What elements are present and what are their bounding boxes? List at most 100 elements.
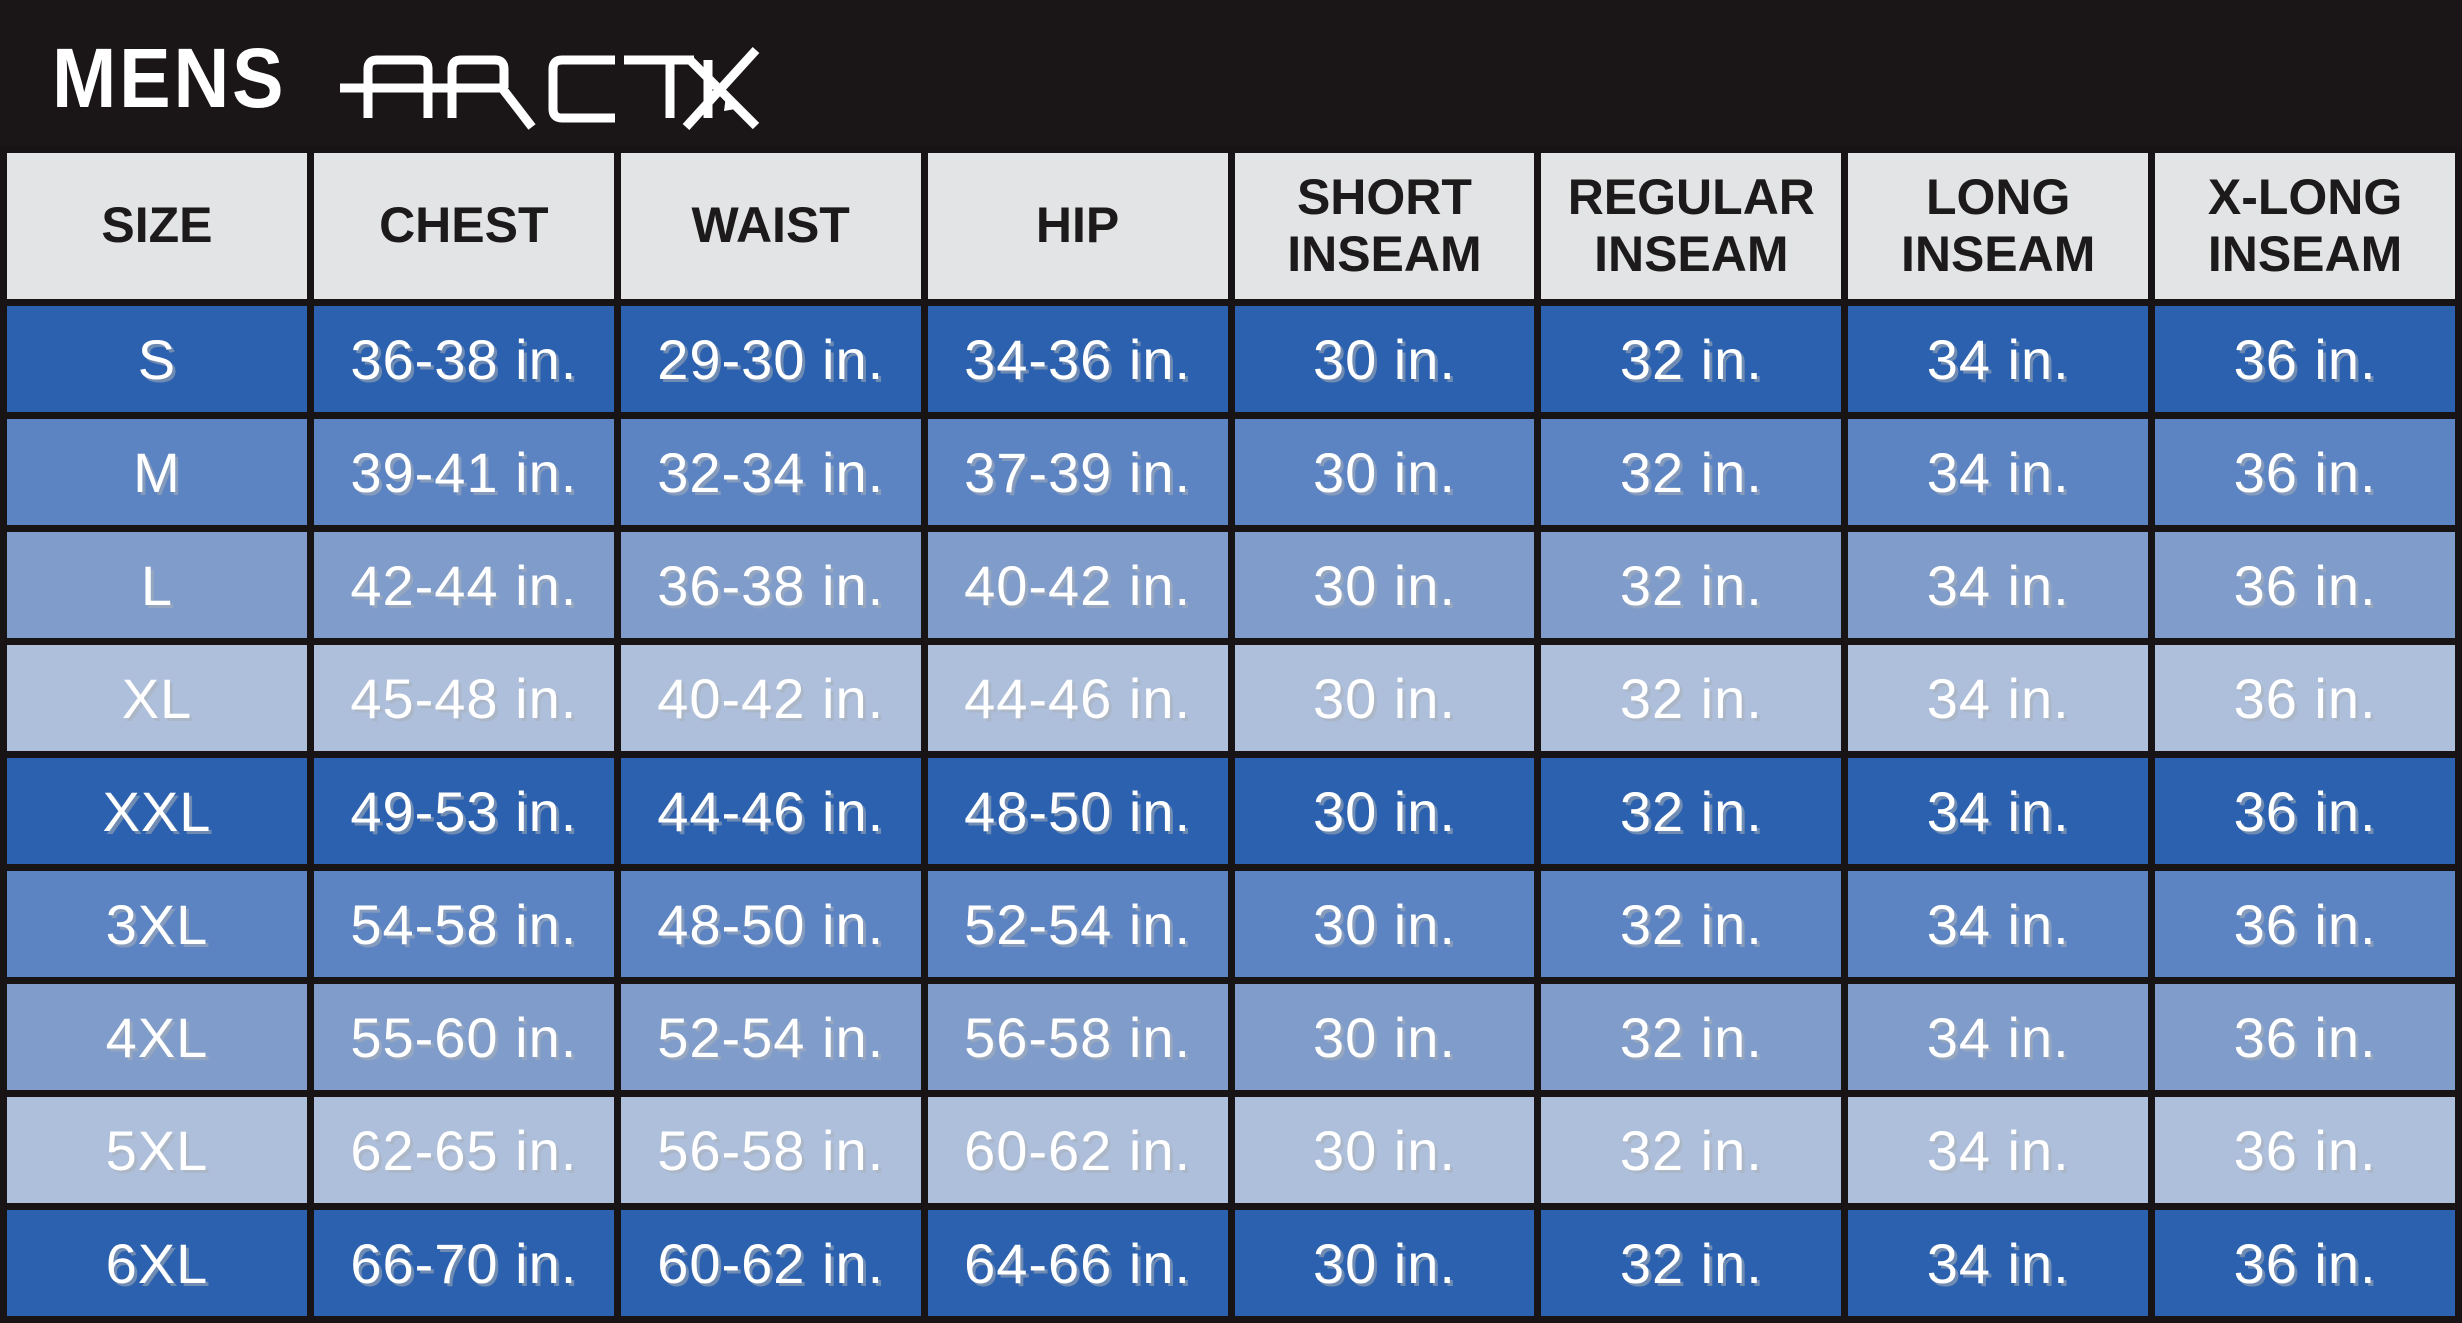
logo-letter-a [363, 55, 433, 118]
measurement-cell: 34 in. [1841, 977, 2156, 1097]
brand-banner: MENS ARCTIX [0, 0, 2462, 146]
measurement-cell: 29-30 in. [613, 299, 928, 419]
logo-letter-r-leg [498, 85, 536, 130]
column-header-hip: HIP [920, 146, 1235, 306]
size-cell: XL [0, 638, 314, 758]
measurement-cell: 30 in. [1227, 977, 1542, 1097]
table-row: 5XL 62-65 in. 56-58 in. 60-62 in. 30 in. 32 i… [0, 1090, 2462, 1210]
measurement-cell: 36 in. [2148, 412, 2462, 532]
measurement-cell: 30 in. [1227, 638, 1542, 758]
measurement-cell: 49-53 in. [306, 751, 621, 871]
table-body: S 36-38 in. 29-30 in. 34-36 in. 30 in. 32 in.… [0, 299, 2462, 1323]
measurement-cell: 30 in. [1227, 1203, 1542, 1323]
measurement-cell: 36 in. [2148, 299, 2462, 419]
measurement-cell: 34 in. [1841, 525, 2156, 645]
table-row: XXL 49-53 in. 44-46 in. 48-50 in. 30 in. 32 i… [0, 751, 2462, 871]
measurement-cell: 32 in. [1534, 525, 1849, 645]
table-header: SIZE CHEST WAIST HIP SHORT INSEAM REGULA… [0, 146, 2462, 306]
column-header-long-inseam: LONG INSEAM [1841, 146, 2156, 306]
measurement-cell: 34-36 in. [920, 299, 1235, 419]
measurement-cell: 37-39 in. [920, 412, 1235, 532]
logo-letter-r [447, 55, 509, 118]
measurement-cell: 55-60 in. [306, 977, 621, 1097]
measurement-cell: 36 in. [2148, 977, 2462, 1097]
table-row: 6XL 66-70 in. 60-62 in. 64-66 in. 30 in. 32 i… [0, 1203, 2462, 1323]
measurement-cell: 62-65 in. [306, 1090, 621, 1210]
measurement-cell: 56-58 in. [920, 977, 1235, 1097]
measurement-cell: 34 in. [1841, 864, 2156, 984]
measurement-cell: 30 in. [1227, 299, 1542, 419]
measurement-cell: 48-50 in. [613, 864, 928, 984]
column-header-chest: CHEST [306, 146, 621, 306]
measurement-cell: 66-70 in. [306, 1203, 621, 1323]
logo-letter-x-stroke2 [686, 56, 759, 130]
measurement-cell: 64-66 in. [920, 1203, 1235, 1323]
measurement-cell: 40-42 in. [920, 525, 1235, 645]
size-cell: S [0, 299, 314, 419]
size-cell: XXL [0, 751, 314, 871]
measurement-cell: 39-41 in. [306, 412, 621, 532]
measurement-cell: 30 in. [1227, 525, 1542, 645]
measurement-cell: 32 in. [1534, 977, 1849, 1097]
measurement-cell: 32-34 in. [613, 412, 928, 532]
table-row: 4XL 55-60 in. 52-54 in. 56-58 in. 30 in. 32 i… [0, 977, 2462, 1097]
measurement-cell: 32 in. [1534, 751, 1849, 871]
measurement-cell: 32 in. [1534, 1090, 1849, 1210]
size-cell: M [0, 412, 314, 532]
column-header-size: SIZE [0, 146, 314, 306]
column-header-regular-inseam: REGULAR INSEAM [1534, 146, 1849, 306]
measurement-cell: 40-42 in. [613, 638, 928, 758]
measurement-cell: 44-46 in. [613, 751, 928, 871]
measurement-cell: 32 in. [1534, 1203, 1849, 1323]
table-row: L 42-44 in. 36-38 in. 40-42 in. 30 in. 32 in.… [0, 525, 2462, 645]
table-row: XL 45-48 in. 40-42 in. 44-46 in. 30 in. 32 in… [0, 638, 2462, 758]
size-cell: 6XL [0, 1203, 314, 1323]
measurement-cell: 34 in. [1841, 1090, 2156, 1210]
measurement-cell: 36 in. [2148, 1090, 2462, 1210]
measurement-cell: 36-38 in. [306, 299, 621, 419]
logo-letter-c [548, 55, 615, 123]
measurement-cell: 36 in. [2148, 638, 2462, 758]
measurement-cell: 34 in. [1841, 638, 2156, 758]
measurement-cell: 34 in. [1841, 1203, 2156, 1323]
measurement-cell: 30 in. [1227, 1090, 1542, 1210]
measurement-cell: 32 in. [1534, 412, 1849, 532]
measurement-cell: 42-44 in. [306, 525, 621, 645]
size-cell: 3XL [0, 864, 314, 984]
logo-letter-x-notch [723, 96, 741, 111]
header-row: SIZE CHEST WAIST HIP SHORT INSEAM REGULA… [0, 146, 2462, 306]
measurement-cell: 32 in. [1534, 299, 1849, 419]
table-row: M 39-41 in. 32-34 in. 37-39 in. 30 in. 32 in.… [0, 412, 2462, 532]
measurement-cell: 60-62 in. [613, 1203, 928, 1323]
measurement-cell: 36 in. [2148, 864, 2462, 984]
measurement-cell: 44-46 in. [920, 638, 1235, 758]
measurement-cell: 60-62 in. [920, 1090, 1235, 1210]
size-cell: 4XL [0, 977, 314, 1097]
measurement-cell: 30 in. [1227, 864, 1542, 984]
measurement-cell: 32 in. [1534, 638, 1849, 758]
measurement-cell: 30 in. [1227, 751, 1542, 871]
measurement-cell: 30 in. [1227, 412, 1542, 532]
size-cell: L [0, 525, 314, 645]
gender-label: MENS [52, 31, 287, 125]
measurement-cell: 34 in. [1841, 412, 2156, 532]
measurement-cell: 52-54 in. [613, 977, 928, 1097]
size-cell: 5XL [0, 1090, 314, 1210]
measurement-cell: 32 in. [1534, 864, 1849, 984]
measurement-cell: 34 in. [1841, 299, 2156, 419]
measurement-cell: 36 in. [2148, 751, 2462, 871]
column-header-xlong-inseam: X-LONG INSEAM [2148, 146, 2462, 306]
column-header-short-inseam: SHORT INSEAM [1227, 146, 1542, 306]
measurement-cell: 54-58 in. [306, 864, 621, 984]
table-row: S 36-38 in. 29-30 in. 34-36 in. 30 in. 32 in.… [0, 299, 2462, 419]
arctix-logo: ARCTIX [339, 46, 760, 130]
measurement-cell: 34 in. [1841, 751, 2156, 871]
measurement-cell: 45-48 in. [306, 638, 621, 758]
column-header-waist: WAIST [613, 146, 928, 306]
measurement-cell: 36 in. [2148, 525, 2462, 645]
measurement-cell: 36-38 in. [613, 525, 928, 645]
measurement-cell: 56-58 in. [613, 1090, 928, 1210]
measurement-cell: 36 in. [2148, 1203, 2462, 1323]
measurement-cell: 52-54 in. [920, 864, 1235, 984]
